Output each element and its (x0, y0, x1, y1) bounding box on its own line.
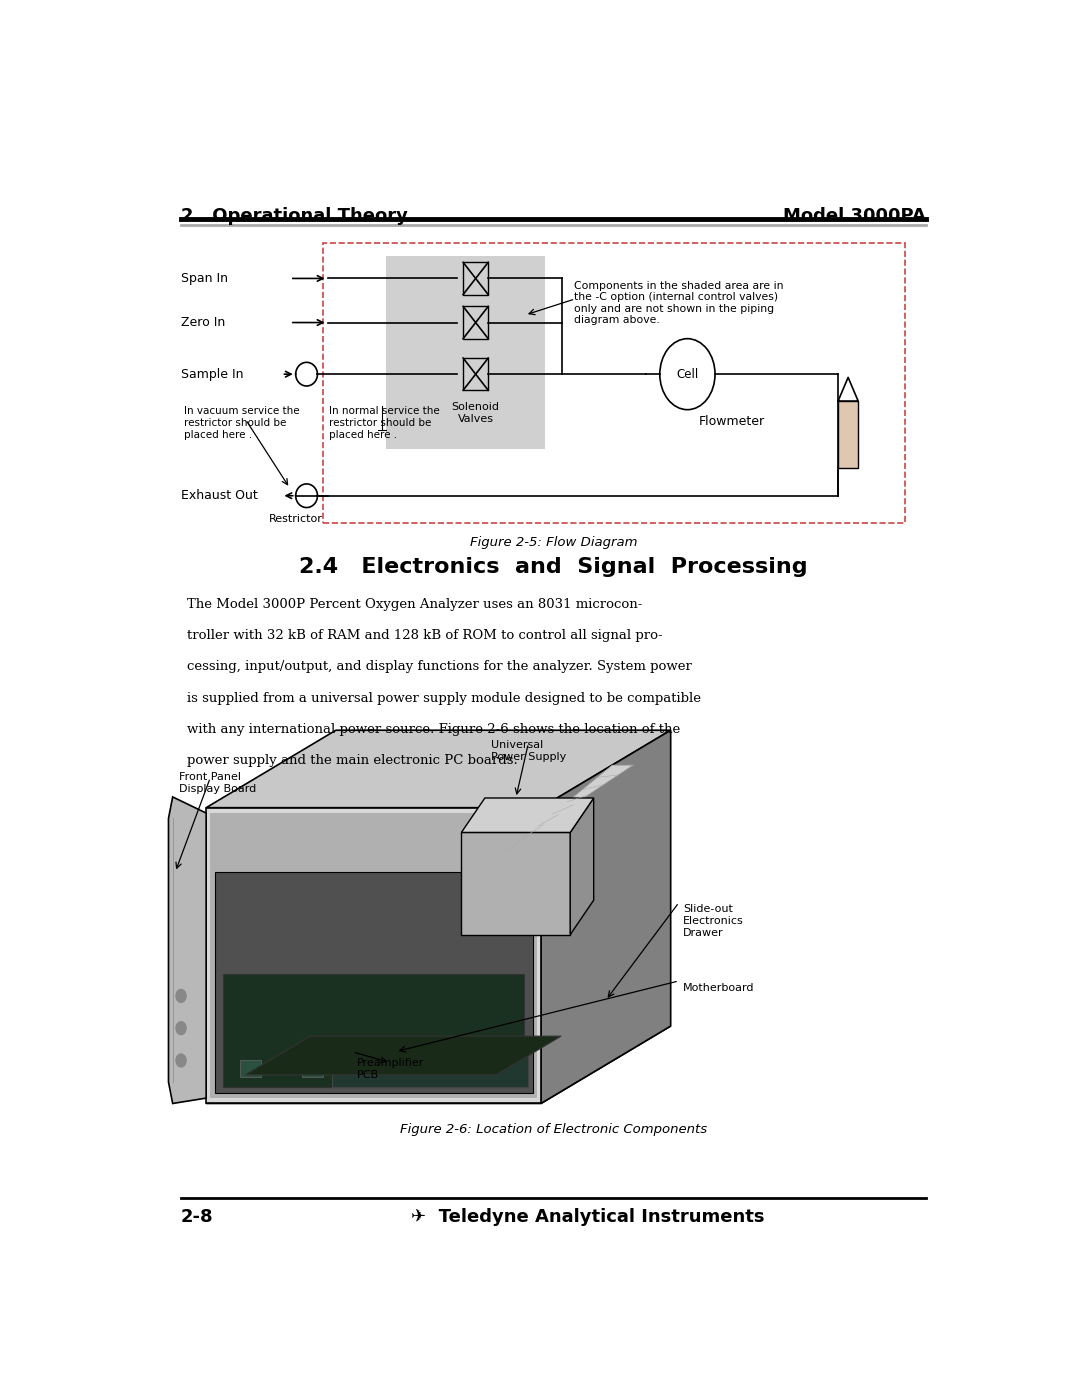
Polygon shape (332, 1039, 528, 1087)
Text: 2   Operational Theory: 2 Operational Theory (181, 207, 408, 225)
Text: Preamplifier
PCB: Preamplifier PCB (356, 1059, 424, 1080)
Circle shape (176, 1053, 186, 1067)
Text: Slide-out
Electronics
Drawer: Slide-out Electronics Drawer (684, 904, 744, 937)
Text: Span In: Span In (181, 272, 228, 285)
Text: ✈  Teledyne Analytical Instruments: ✈ Teledyne Analytical Instruments (411, 1208, 765, 1225)
Text: Solenoid
Valves: Solenoid Valves (451, 402, 500, 423)
Text: Sample In: Sample In (181, 367, 243, 380)
Text: Cell: Cell (676, 367, 699, 380)
FancyBboxPatch shape (302, 1060, 323, 1077)
Polygon shape (222, 975, 524, 1087)
Polygon shape (541, 731, 671, 1104)
Circle shape (176, 989, 186, 1003)
Polygon shape (168, 796, 206, 1104)
FancyBboxPatch shape (428, 1060, 449, 1077)
Text: Universal
Power Supply: Universal Power Supply (490, 740, 566, 761)
Text: Motherboard: Motherboard (684, 983, 755, 993)
Polygon shape (206, 731, 671, 807)
FancyBboxPatch shape (365, 1060, 387, 1077)
FancyBboxPatch shape (838, 401, 859, 468)
FancyBboxPatch shape (387, 256, 545, 450)
Text: Flowmeter: Flowmeter (699, 415, 765, 427)
Text: Restrictor: Restrictor (269, 514, 323, 524)
Polygon shape (461, 833, 570, 935)
Circle shape (176, 1021, 186, 1035)
Text: In normal service the
restrictor should be
placed here .: In normal service the restrictor should … (329, 407, 440, 440)
Polygon shape (508, 766, 633, 851)
Polygon shape (211, 813, 537, 1098)
Text: Figure 2-6: Location of Electronic Components: Figure 2-6: Location of Electronic Compo… (400, 1123, 707, 1136)
Text: Components in the shaded area are in
the -C option (internal control valves)
onl: Components in the shaded area are in the… (575, 281, 784, 326)
Text: Front Panel
Display Board: Front Panel Display Board (178, 773, 256, 793)
FancyBboxPatch shape (240, 1060, 260, 1077)
Text: is supplied from a universal power supply module designed to be compatible: is supplied from a universal power suppl… (187, 692, 701, 704)
Text: The Model 3000P Percent Oxygen Analyzer uses an 8031 microcon-: The Model 3000P Percent Oxygen Analyzer … (187, 598, 643, 610)
Text: Zero In: Zero In (181, 316, 226, 330)
Text: 2-8: 2-8 (181, 1208, 214, 1225)
Text: 2.4   Electronics  and  Signal  Processing: 2.4 Electronics and Signal Processing (299, 557, 808, 577)
Polygon shape (570, 798, 594, 935)
Text: Exhaust Out: Exhaust Out (181, 489, 258, 503)
Text: power supply and the main electronic PC boards.: power supply and the main electronic PC … (187, 754, 517, 767)
Polygon shape (206, 1025, 671, 1104)
Polygon shape (245, 1037, 561, 1074)
Text: Model 3000PA: Model 3000PA (783, 207, 926, 225)
Text: cessing, input/output, and display functions for the analyzer. System power: cessing, input/output, and display funct… (187, 661, 692, 673)
Text: In vacuum service the
restrictor should be
placed here .: In vacuum service the restrictor should … (184, 407, 299, 440)
FancyBboxPatch shape (490, 1060, 512, 1077)
Polygon shape (461, 798, 594, 833)
Text: with any international power source. Figure 2-6 shows the location of the: with any international power source. Fig… (187, 722, 680, 736)
Polygon shape (215, 872, 532, 1092)
Polygon shape (206, 807, 541, 1104)
Text: Figure 2-5: Flow Diagram: Figure 2-5: Flow Diagram (470, 535, 637, 549)
Text: troller with 32 kB of RAM and 128 kB of ROM to control all signal pro-: troller with 32 kB of RAM and 128 kB of … (187, 629, 662, 643)
